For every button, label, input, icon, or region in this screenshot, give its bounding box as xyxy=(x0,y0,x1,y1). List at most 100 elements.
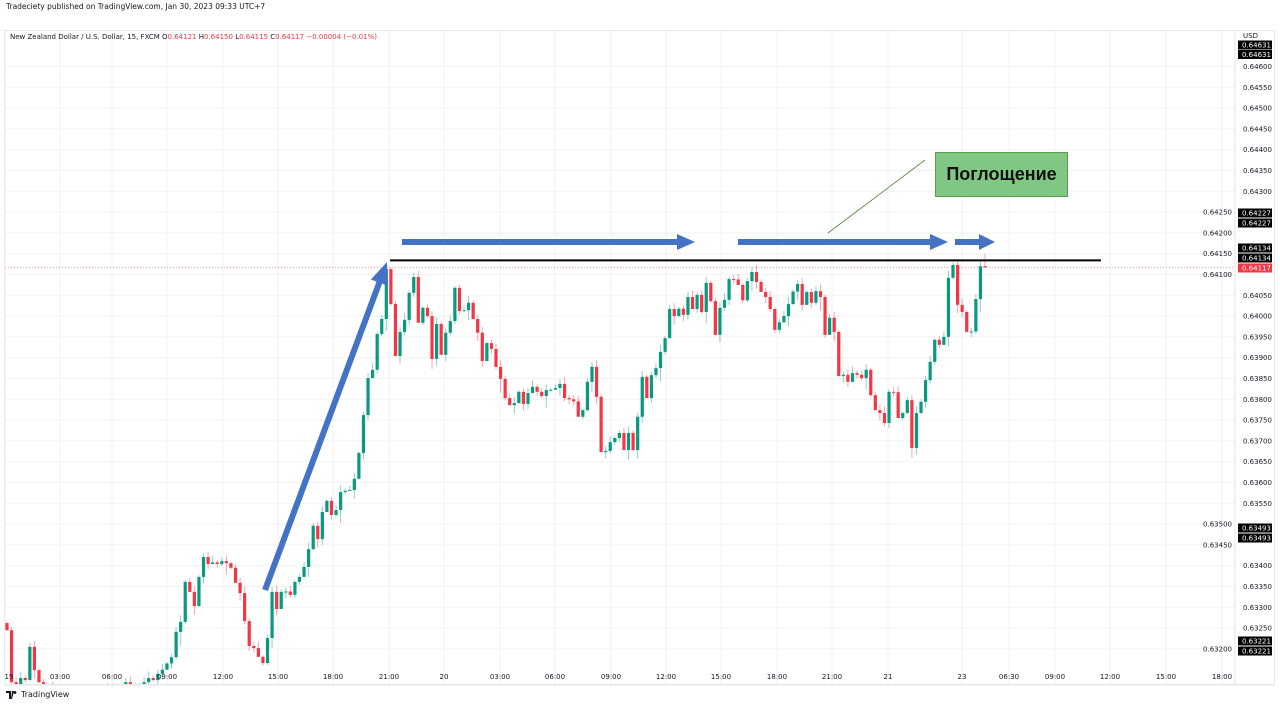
arrow-shape xyxy=(402,234,695,250)
price-tag: 0.64134 xyxy=(1238,243,1272,253)
x-tick-label: 15:00 xyxy=(268,673,288,681)
price-tag-bg xyxy=(1238,253,1272,263)
candle xyxy=(777,319,781,334)
candle-body xyxy=(567,398,571,400)
candle xyxy=(850,366,855,382)
candle-body xyxy=(626,432,631,451)
candle-body xyxy=(864,369,868,379)
candle-body xyxy=(476,319,480,333)
price-tag-bg xyxy=(1238,646,1272,656)
candle-body xyxy=(211,562,215,565)
candle-body xyxy=(384,269,388,320)
candle-body xyxy=(846,374,850,382)
candle-body xyxy=(759,281,763,292)
candle xyxy=(247,618,251,651)
candle-body xyxy=(421,307,425,323)
price-tag-bg xyxy=(1238,40,1272,50)
price-tag: 0.64227 xyxy=(1238,218,1272,228)
candle-body xyxy=(677,308,681,317)
candle xyxy=(521,388,526,411)
candle-body xyxy=(544,390,548,396)
candle xyxy=(256,642,260,657)
candle-body xyxy=(969,331,973,333)
candle-body xyxy=(594,366,599,397)
candle-body xyxy=(796,284,800,292)
candle xyxy=(636,412,640,459)
candle-body xyxy=(270,591,274,639)
candle-body xyxy=(316,525,320,540)
candle-body xyxy=(311,525,315,550)
price-tag: 0.64227 xyxy=(1238,208,1272,218)
candle-body xyxy=(732,279,736,281)
price-tag-value: 0.64631 xyxy=(1242,51,1271,59)
y-tick-label: 0.64400 xyxy=(1243,146,1272,154)
candle xyxy=(284,587,288,599)
candle-body xyxy=(220,561,224,565)
candle-body xyxy=(169,657,174,664)
candle xyxy=(814,286,818,306)
candle-body xyxy=(179,621,183,632)
candle-body xyxy=(302,566,306,577)
candle xyxy=(567,395,571,405)
candle-body xyxy=(165,663,169,670)
tradingview-logo-icon xyxy=(6,690,17,699)
arrow-shape xyxy=(738,234,948,250)
candle xyxy=(727,276,731,305)
candle xyxy=(782,311,786,323)
y-tick-label: 0.64600 xyxy=(1243,63,1272,71)
candle-body xyxy=(160,669,164,674)
candle xyxy=(357,451,361,480)
candle xyxy=(677,306,681,317)
candle xyxy=(613,436,617,446)
candle-body xyxy=(850,373,855,382)
tradingview-logo[interactable]: TradingView xyxy=(6,690,69,699)
candle xyxy=(160,663,164,680)
annotation-label[interactable]: Поглощение xyxy=(935,152,1068,197)
candle xyxy=(444,328,448,362)
candle xyxy=(818,284,823,311)
arrow-shape xyxy=(955,234,995,250)
candle xyxy=(348,485,352,491)
y-tick-label: 0.64300 xyxy=(1243,188,1272,196)
candle xyxy=(722,293,727,312)
candle-body xyxy=(668,309,672,339)
candle xyxy=(704,276,708,324)
price-tag-bg xyxy=(1238,208,1272,218)
candle xyxy=(933,338,937,366)
candle xyxy=(494,343,498,370)
candle xyxy=(585,378,590,412)
candle-body xyxy=(860,374,864,379)
x-tick-label: 20 xyxy=(440,673,449,681)
candle xyxy=(439,321,443,355)
candle-body xyxy=(722,299,727,308)
candle xyxy=(134,682,136,684)
candle xyxy=(891,387,896,397)
y-tick-label: 0.63550 xyxy=(1243,500,1272,508)
candle xyxy=(544,384,548,408)
candle-body xyxy=(640,376,644,417)
candle-body xyxy=(120,686,123,690)
candle-body xyxy=(786,304,791,317)
y-tick-label: 0.64200 xyxy=(1203,229,1232,237)
candles xyxy=(5,253,987,703)
candle-body xyxy=(978,266,983,300)
candle xyxy=(325,499,329,513)
candle xyxy=(215,559,219,568)
candle xyxy=(375,331,379,374)
candle-body xyxy=(946,277,951,337)
candle-body xyxy=(106,686,109,688)
candle-body xyxy=(791,291,795,305)
candle-body xyxy=(192,591,196,607)
low-label: L xyxy=(235,33,240,41)
candle-body xyxy=(252,645,256,649)
price-tag-value: 0.64134 xyxy=(1242,245,1271,253)
candle-body xyxy=(425,307,430,317)
candle-body xyxy=(343,490,347,493)
price-tag: 0.63493 xyxy=(1238,533,1272,543)
candle-body xyxy=(83,699,86,703)
candle xyxy=(686,291,690,320)
candle-body xyxy=(658,351,663,369)
candle-body xyxy=(576,401,580,417)
candle-body xyxy=(608,442,612,451)
